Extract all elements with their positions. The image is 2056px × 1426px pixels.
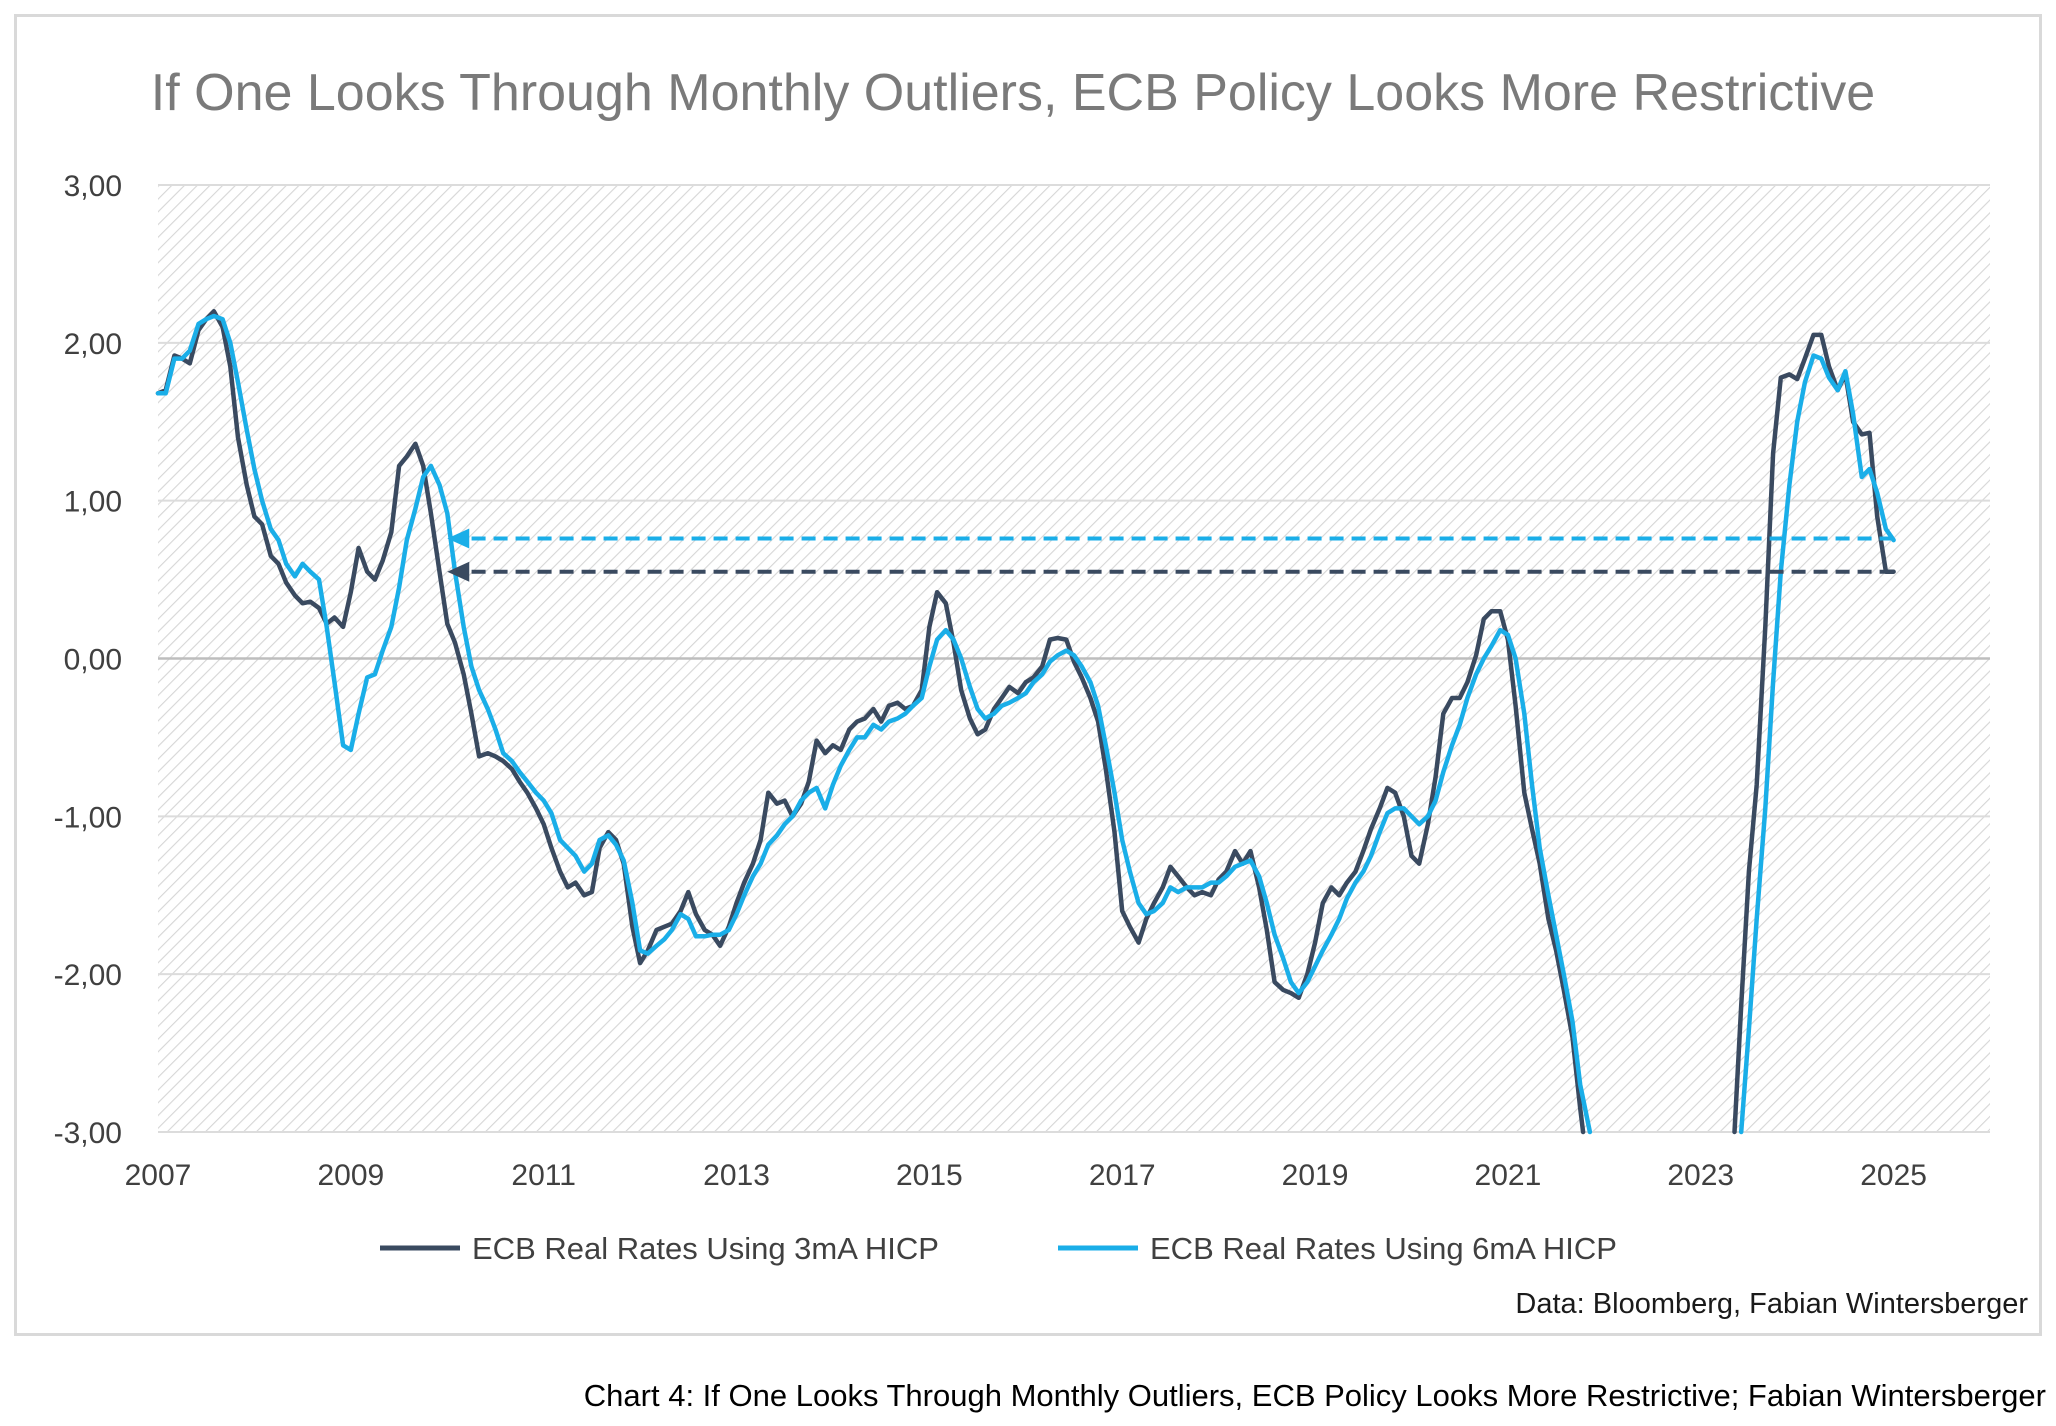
y-tick-label: -3,00 xyxy=(54,1117,122,1150)
chart-title: If One Looks Through Monthly Outliers, E… xyxy=(151,64,1875,122)
series-line-1 xyxy=(155,309,1896,1135)
series-lines xyxy=(155,309,1896,1135)
y-tick-label: 2,00 xyxy=(64,328,122,361)
annotation-arrows xyxy=(447,528,1894,582)
source-note: Data: Bloomberg, Fabian Wintersberger xyxy=(1515,1288,2028,1320)
legend-label: ECB Real Rates Using 3mA HICP xyxy=(472,1231,939,1266)
y-tick-label: -1,00 xyxy=(54,801,122,834)
y-axis-tick-labels: 3,00 2,00 1,00 0,00 -1,00 -2,00 -3,00 xyxy=(54,170,122,1150)
x-tick-label: 2025 xyxy=(1860,1159,1927,1192)
x-tick-label: 2015 xyxy=(896,1159,963,1192)
gridlines xyxy=(158,184,1990,1133)
x-tick-label: 2023 xyxy=(1667,1159,1734,1192)
x-tick-label: 2019 xyxy=(1282,1159,1349,1192)
arrow-head-2 xyxy=(447,561,470,582)
x-tick-label: 2009 xyxy=(317,1159,384,1192)
y-tick-label: 0,00 xyxy=(64,644,122,677)
x-tick-label: 2007 xyxy=(125,1159,192,1192)
x-tick-label: 2011 xyxy=(511,1159,576,1192)
figure-caption: Chart 4: If One Looks Through Monthly Ou… xyxy=(583,1378,2046,1413)
y-tick-label: 3,00 xyxy=(64,170,122,203)
x-tick-label: 2021 xyxy=(1475,1159,1542,1192)
y-tick-label: -2,00 xyxy=(54,959,122,992)
arrow-head-1 xyxy=(447,528,470,549)
x-axis-tick-labels: 2007 2009 2011 2013 2015 2017 2019 2021 2023 2025 xyxy=(125,1159,1927,1192)
legend-label: ECB Real Rates Using 6mA HICP xyxy=(1150,1231,1617,1266)
y-tick-label: 1,00 xyxy=(64,486,122,519)
legend: ECB Real Rates Using 3mA HICP ECB Real Ra… xyxy=(380,1231,1617,1266)
x-tick-label: 2017 xyxy=(1089,1159,1156,1192)
series-line-2 xyxy=(155,313,1896,1135)
x-tick-label: 2013 xyxy=(703,1159,770,1192)
